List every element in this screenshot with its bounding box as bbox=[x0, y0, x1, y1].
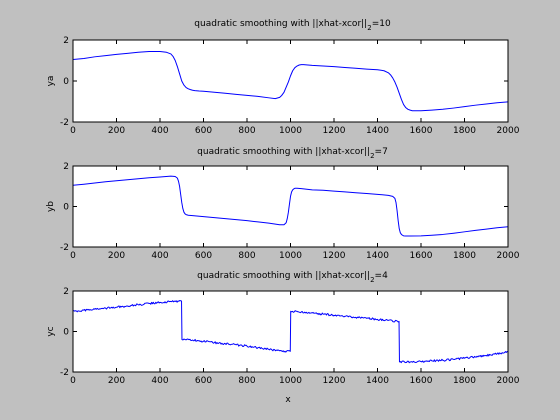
chart-title-suffix: =7 bbox=[375, 147, 388, 157]
y-axis-label: yc bbox=[46, 326, 56, 336]
x-tick-label: 1800 bbox=[453, 376, 476, 386]
axes-background bbox=[73, 166, 508, 247]
x-tick-label: 800 bbox=[238, 376, 255, 386]
x-tick-label: 800 bbox=[238, 126, 255, 136]
series-line bbox=[72, 175, 509, 237]
series-line bbox=[72, 50, 509, 112]
axes-frame bbox=[72, 290, 509, 373]
chart-title: quadratic smoothing with ||xhat-xcor||2=… bbox=[194, 19, 391, 32]
x-tick-label: 1400 bbox=[366, 251, 389, 261]
y-tick-label: 0 bbox=[63, 203, 69, 213]
x-tick-label: 2000 bbox=[497, 126, 520, 136]
y-tick-label: 0 bbox=[63, 77, 69, 87]
x-tick-label: 1000 bbox=[279, 376, 302, 386]
x-tick-label: 1600 bbox=[410, 251, 433, 261]
chart-title-suffix: =4 bbox=[375, 271, 389, 281]
y-tick-label: -2 bbox=[60, 368, 69, 378]
axes-frame bbox=[72, 165, 509, 248]
x-tick-label: 1400 bbox=[366, 376, 389, 386]
y-axis-label: ya bbox=[46, 76, 56, 87]
x-tick-label: 600 bbox=[195, 251, 212, 261]
chart-title: quadratic smoothing with ||xhat-xcor||2=… bbox=[197, 147, 388, 160]
subplot-2: quadratic smoothing with ||xhat-xcor||2=… bbox=[46, 147, 520, 261]
chart-title-text: quadratic smoothing with ||xhat-xcor|| bbox=[194, 19, 367, 29]
series-line bbox=[72, 299, 509, 364]
axes-background bbox=[73, 40, 508, 122]
x-tick-label: 400 bbox=[151, 251, 168, 261]
x-tick-label: 0 bbox=[70, 251, 76, 261]
x-tick-label: 1800 bbox=[453, 126, 476, 136]
chart-title-subscript: 2 bbox=[370, 276, 374, 284]
x-tick-label: 400 bbox=[151, 376, 168, 386]
y-tick-label: 2 bbox=[63, 287, 69, 297]
x-tick-label: 200 bbox=[108, 376, 125, 386]
x-tick-label: 1800 bbox=[453, 251, 476, 261]
x-tick-label: 1200 bbox=[323, 126, 346, 136]
y-tick-label: -2 bbox=[60, 243, 69, 253]
x-tick-label: 1000 bbox=[279, 251, 302, 261]
subplot-panels: quadratic smoothing with ||xhat-xcor||2=… bbox=[46, 19, 520, 386]
x-tick-label: 600 bbox=[195, 376, 212, 386]
x-tick-label: 1600 bbox=[410, 376, 433, 386]
axes-frame bbox=[72, 39, 509, 123]
x-tick-label: 1200 bbox=[323, 376, 346, 386]
x-tick-label: 1200 bbox=[323, 251, 346, 261]
x-tick-label: 2000 bbox=[497, 251, 520, 261]
x-axis-label: x bbox=[285, 395, 291, 405]
chart-title-subscript: 2 bbox=[370, 152, 374, 160]
chart-title-suffix: =10 bbox=[372, 19, 391, 29]
x-tick-label: 1000 bbox=[279, 126, 302, 136]
y-tick-label: 0 bbox=[63, 328, 69, 338]
x-tick-label: 1600 bbox=[410, 126, 433, 136]
subplot-1: quadratic smoothing with ||xhat-xcor||2=… bbox=[46, 19, 520, 136]
y-tick-label: 2 bbox=[63, 162, 69, 172]
x-tick-label: 600 bbox=[195, 126, 212, 136]
subplot-3: quadratic smoothing with ||xhat-xcor||2=… bbox=[46, 271, 520, 386]
x-tick-label: 800 bbox=[238, 251, 255, 261]
y-tick-label: 2 bbox=[63, 36, 69, 46]
y-axis-label: yb bbox=[46, 201, 56, 212]
chart-title-text: quadratic smoothing with ||xhat-xcor|| bbox=[197, 271, 370, 281]
chart-title-subscript: 2 bbox=[367, 24, 371, 32]
x-tick-label: 0 bbox=[70, 376, 76, 386]
x-tick-label: 400 bbox=[151, 126, 168, 136]
chart-title-text: quadratic smoothing with ||xhat-xcor|| bbox=[197, 147, 370, 157]
x-tick-label: 1400 bbox=[366, 126, 389, 136]
chart-title: quadratic smoothing with ||xhat-xcor||2=… bbox=[197, 271, 388, 284]
x-tick-label: 0 bbox=[70, 126, 76, 136]
x-tick-label: 200 bbox=[108, 126, 125, 136]
y-tick-label: -2 bbox=[60, 118, 69, 128]
x-tick-label: 2000 bbox=[497, 376, 520, 386]
x-tick-label: 200 bbox=[108, 251, 125, 261]
